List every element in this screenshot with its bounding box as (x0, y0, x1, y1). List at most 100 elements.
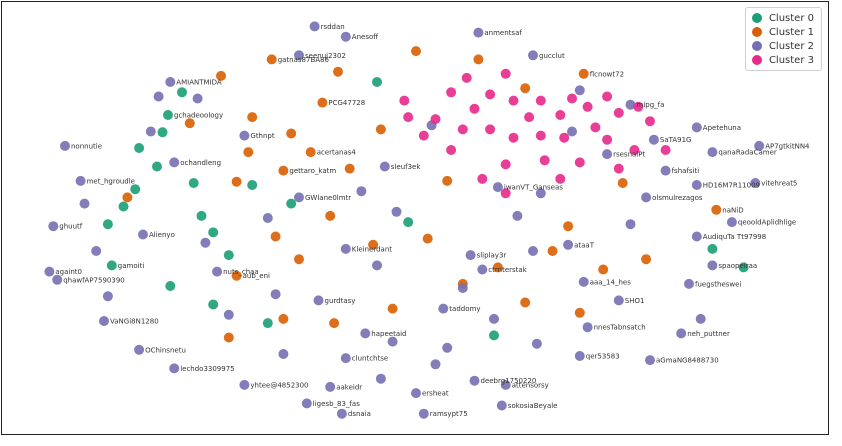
point-cluster3-26 (500, 159, 511, 170)
point-label: rsesnalPt (613, 151, 645, 159)
point-cluster1-26 (578, 68, 589, 79)
point-label: nonnutie (71, 142, 102, 150)
point-cluster2-64 (391, 206, 402, 217)
point-cluster3-5 (508, 95, 519, 106)
point-cluster2-76 (153, 91, 164, 102)
point-cluster1-10 (122, 192, 133, 203)
point-cluster3-27 (539, 155, 550, 166)
point-cluster3-3 (469, 103, 480, 114)
scatter-plot-frame: gchadeoology gamoiti gatnas87BA86 PCG47728 a… (1, 1, 829, 435)
point-cluster3-20 (457, 124, 468, 135)
point-cluster1-20 (547, 246, 558, 256)
point-cluster3-15 (590, 122, 601, 133)
point-label: gamoiti (118, 262, 145, 270)
point-label: fuegstheswei (695, 280, 741, 288)
point-cluster2-28 (707, 260, 718, 271)
point-cluster2-35 (691, 180, 702, 190)
point-cluster3-8 (555, 110, 566, 120)
point-cluster0-2 (157, 127, 168, 138)
point-label: SaTA91G (660, 136, 692, 144)
point-label: qanaRadaCamer (718, 149, 776, 157)
point-cluster2-7 (60, 140, 70, 151)
point-cluster2-40 (239, 130, 250, 141)
point-label: met_hgroudle (87, 177, 135, 185)
point-label: HD16M7R11009 (703, 182, 760, 190)
point-cluster1-16 (294, 254, 304, 265)
point-cluster3-16 (559, 132, 570, 143)
point-cluster2-71 (492, 182, 503, 193)
point-label: Apetehuna (703, 124, 741, 132)
point-label: naNiD (722, 206, 743, 214)
point-cluster0-19 (707, 243, 718, 254)
point-cluster2-8 (75, 175, 86, 186)
point-cluster2-59 (387, 336, 398, 347)
point-label: sliplay3r (477, 252, 507, 260)
point-cluster2-36 (660, 165, 671, 176)
point-label: againt0 (55, 268, 82, 276)
point-cluster3-30 (629, 145, 640, 155)
legend-label: Cluster 1 (768, 26, 814, 38)
point-label: Anesoff (352, 33, 378, 41)
point-cluster1-38 (442, 175, 453, 186)
point-label: fshafsiti (672, 167, 700, 175)
point-cluster2-42 (169, 157, 180, 168)
point-cluster2-19 (496, 400, 507, 411)
point-cluster1-22 (598, 264, 609, 275)
point-cluster1-29 (278, 313, 289, 324)
point-cluster2-65 (512, 210, 523, 221)
legend-marker (751, 55, 762, 65)
point-label: gatnas87BA86 (278, 56, 330, 64)
point-label: OChinsnetu (145, 346, 186, 354)
point-cluster0-1 (163, 110, 173, 120)
point-label: deebrg1750220 (481, 377, 537, 385)
point-cluster1-19 (492, 262, 503, 273)
point-cluster2-77 (325, 381, 336, 392)
point-label: nuts_chaa (223, 268, 259, 276)
point-cluster2-4 (528, 50, 538, 61)
legend-label: Cluster 0 (768, 12, 814, 24)
point-cluster2-50 (477, 264, 488, 275)
point-label: ligesb_83_fas (313, 400, 360, 408)
point-cluster2-61 (278, 349, 289, 359)
point-cluster2-5 (165, 77, 176, 87)
scatter-plot: gchadeoology gamoiti gatnas87BA86 PCG47728 a… (44, 21, 810, 419)
point-cluster2-11 (52, 274, 63, 285)
point-cluster3-4 (485, 89, 496, 100)
point-cluster2-46 (313, 295, 324, 306)
point-cluster2-21 (469, 375, 480, 386)
point-cluster0-13 (165, 281, 176, 291)
point-cluster2-85 (102, 291, 113, 302)
point-cluster2-67 (379, 161, 390, 172)
point-cluster2-22 (500, 379, 511, 390)
point-cluster1-6 (286, 128, 297, 139)
point-cluster1-5 (247, 112, 258, 123)
legend-label: Cluster 3 (768, 54, 814, 66)
point-cluster2-62 (372, 260, 382, 271)
point-cluster0-11 (223, 250, 234, 261)
point-cluster3-22 (403, 112, 414, 123)
legend-item-cluster0: Cluster 0 (751, 11, 814, 25)
point-cluster2-30 (726, 217, 737, 228)
point-cluster3-17 (535, 130, 546, 141)
point-label: ersheat (422, 390, 449, 398)
point-cluster1-36 (243, 147, 254, 158)
point-cluster0-8 (102, 219, 113, 230)
point-cluster1-33 (574, 307, 585, 318)
point-cluster3-14 (645, 116, 655, 127)
point-label: anmentsaf (484, 29, 522, 37)
point-cluster2-44 (212, 266, 223, 277)
point-cluster0-20 (738, 262, 749, 273)
point-cluster2-3 (294, 50, 304, 61)
point-cluster2-74 (567, 126, 577, 137)
point-cluster2-83 (625, 219, 636, 230)
point-cluster2-69 (262, 213, 273, 223)
point-cluster3-10 (582, 101, 593, 112)
point-label: sleuf3ek (391, 163, 422, 171)
point-label: ghuutf (59, 223, 82, 231)
point-cluster2-54 (578, 276, 589, 287)
labels-layer: gchadeoology gamoiti gatnas87BA86 PCG47728 a… (55, 23, 810, 418)
point-cluster2-18 (418, 408, 429, 419)
point-cluster3-23 (399, 95, 410, 106)
point-label: Kleinerdant (352, 245, 392, 253)
point-cluster3-12 (613, 107, 624, 118)
